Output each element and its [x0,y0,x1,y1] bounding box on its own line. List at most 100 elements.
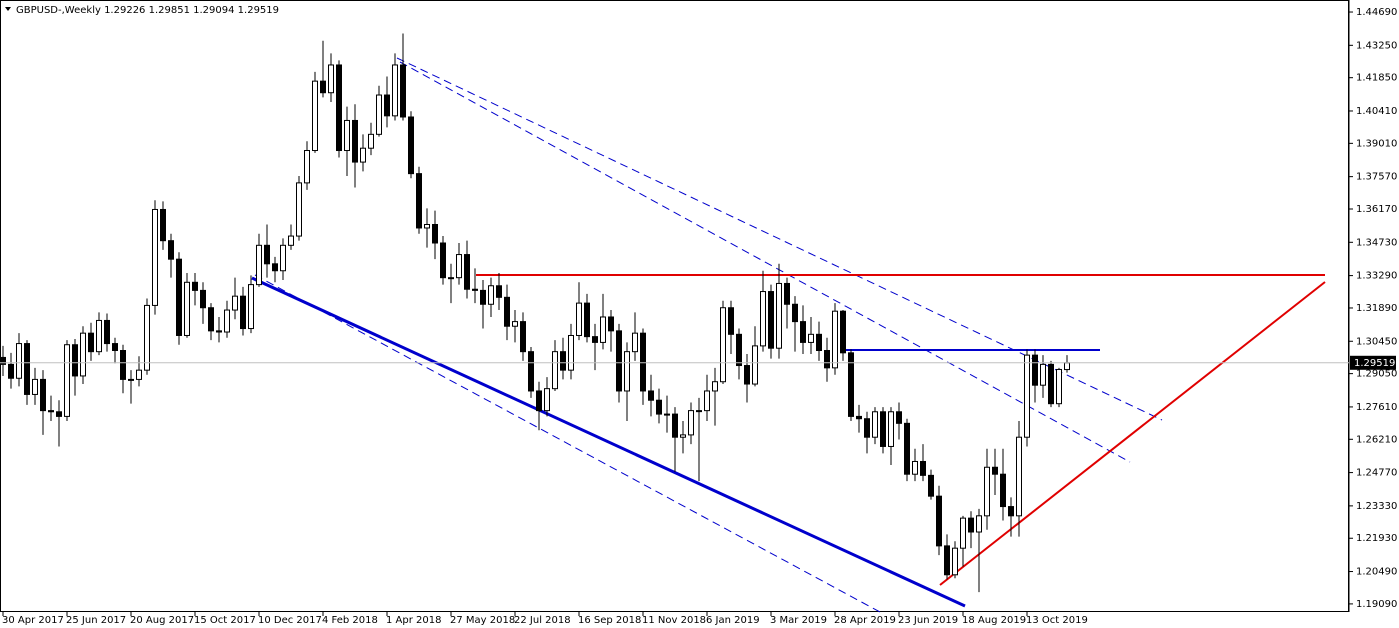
candle-body [472,288,478,291]
candle-body [632,332,638,353]
y-tick-label: 1.41850 [1356,73,1397,84]
candle-body [784,282,790,305]
candle-body [904,422,910,475]
x-tick-label: 20 Aug 2017 [130,615,194,626]
candle-body [728,307,734,335]
candle-body [48,410,54,413]
candle-body [720,307,726,383]
y-tick-label: 1.39010 [1356,138,1397,149]
candle-body [488,285,494,305]
candle-body [72,344,78,377]
y-tick-label: 1.26210 [1356,434,1397,445]
candle-body [376,94,382,135]
x-tick-label: 3 Mar 2019 [770,615,827,626]
candle-body [232,295,238,311]
candle-body [872,411,878,438]
candle-body [896,411,902,424]
candle-body [464,254,470,290]
candle-body [336,64,342,152]
candle-body [168,240,174,260]
y-tick-label: 1.37570 [1356,172,1397,183]
candle-body [608,316,614,332]
candle-body [360,147,366,163]
candle-body [984,466,990,517]
candle-body [248,284,254,330]
candle-body [664,413,670,416]
candle-body [560,351,566,371]
candle-body [368,133,374,149]
candle-body [512,321,518,327]
candle-body [80,332,86,377]
candle-body [152,208,158,306]
candle-body [304,150,310,184]
candle-body [400,64,406,118]
current-price-box [1350,355,1396,370]
candle-body [160,208,166,242]
candle-body [504,296,510,327]
candle-body [592,336,598,343]
x-tick-label: 25 Jun 2017 [66,615,126,626]
candle-body [992,466,998,475]
y-tick-label: 1.24770 [1356,468,1397,479]
candle-body [600,316,606,343]
y-tick-label: 1.44690 [1356,7,1397,18]
candle-body [408,116,414,175]
candle-body [912,460,918,475]
candle-body [760,291,766,347]
candle-body [936,495,942,547]
candle-body [416,173,422,229]
x-tick-label: 28 Apr 2019 [834,615,896,626]
candle-body [104,319,110,345]
candle-body [920,460,926,476]
candle-body [552,351,558,390]
candle-body [272,263,278,272]
candle-body [832,310,838,369]
candle-body [536,390,542,412]
y-tick-label: 1.27610 [1356,402,1397,413]
candle-body [1008,506,1014,517]
candle-body [792,303,798,323]
x-tick-label: 16 Sep 2018 [578,615,641,626]
candle-body [768,291,774,349]
y-tick-label: 1.40410 [1356,106,1397,117]
candle-body [64,344,70,417]
candle-body [808,333,814,343]
candle-body [1024,354,1030,438]
candle-body [520,321,526,353]
menu-arrow[interactable] [5,7,11,11]
candle-body [944,545,950,576]
candle-body [624,351,630,392]
candle-body [864,418,870,438]
candle-body [424,224,430,229]
candle-body [528,351,534,392]
candle-body [8,363,14,379]
candle-body [24,343,30,395]
candle-body [848,352,854,417]
candle-body [616,330,622,392]
trend-line [254,274,881,613]
candle-body [544,388,550,412]
candle-body [184,281,190,336]
candle-body [320,80,326,94]
candle-body [976,515,982,533]
x-tick-label: 22 Jul 2018 [514,615,571,626]
x-tick-label: 18 Aug 2019 [962,615,1026,626]
candle-body [96,319,102,353]
candle-body [216,330,222,333]
candle-body [392,64,398,117]
candle-body [712,381,718,392]
candle-body [856,415,862,420]
x-tick-label: 4 Feb 2018 [322,615,378,626]
candle-body [576,302,582,336]
candle-body [120,350,126,380]
candle-body [696,410,702,413]
candle-body [1040,363,1046,386]
candle-body [928,474,934,497]
candle-body [824,350,830,369]
candle-body [1064,362,1070,371]
x-tick-label: 30 Apr 2017 [2,615,64,626]
candle-body [880,411,886,447]
y-tick-label: 1.33290 [1356,271,1397,282]
x-tick-label: 23 Jun 2019 [898,615,958,626]
